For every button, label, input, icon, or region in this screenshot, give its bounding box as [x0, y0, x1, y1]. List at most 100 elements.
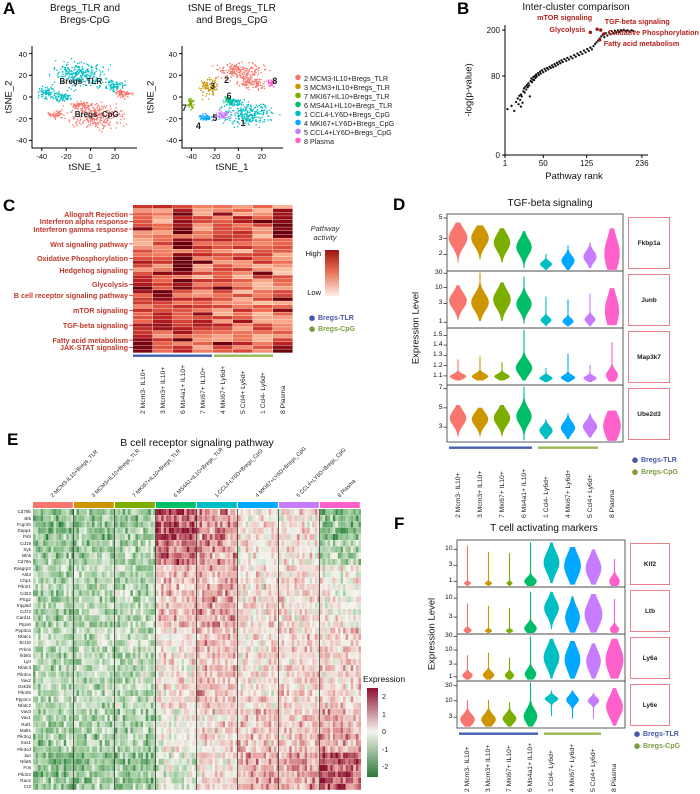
y-tick-label: 0	[22, 93, 27, 102]
tcell-violin-panel: T cell activating markers Expression Lev…	[420, 505, 700, 794]
tsne-grouped-plot: Bregs_TLR and Bregs-CpG tSNE_1 tSNE_2 40…	[0, 0, 163, 196]
y-axis-label: -log(p-value)	[463, 63, 475, 117]
column-label: 3 Mcm3+ IL10+	[159, 366, 167, 414]
y-axis-label: Expression Level	[426, 597, 438, 671]
y-tick-label: -40	[16, 136, 27, 146]
y-tick-label: 10	[444, 594, 453, 602]
legend-item: 4 MKI67+LY6D+Bregs_CpG	[304, 119, 395, 128]
y-tick-label: 3	[438, 234, 443, 242]
legend-tick-label: 2	[382, 694, 386, 701]
gene-label: Nfatc3	[17, 665, 31, 671]
pathway-row-label: B cell receptor signaling pathway	[13, 291, 128, 301]
y-tick-label: 30	[444, 632, 453, 640]
y-tick-label: 0	[495, 150, 500, 160]
gene-label: Nfatc2	[17, 702, 31, 708]
gene-label: Plcg2	[19, 596, 32, 602]
tsne-grouped-plot-canvas	[0, 0, 163, 196]
x-tick-label: 0	[236, 152, 241, 161]
gene-label: Pik3cg	[17, 734, 31, 740]
y-tick-label: 3	[438, 299, 443, 307]
y-tick-label: 3	[448, 660, 453, 668]
gene-label: Ptpn6	[18, 621, 31, 627]
x-tick-label: -40	[185, 152, 197, 161]
column-label: 5 Ccl4+ Ly6d+	[239, 370, 247, 414]
legend-high-label: High	[305, 249, 321, 258]
x-axis-label: Pathway rank	[545, 171, 603, 182]
gene-label: Inpp5d	[16, 602, 31, 608]
tgfb-violin-panel: TGF-beta signaling Expression Level 5 3 2 F…	[392, 196, 700, 526]
group-legend-item: Bregs-CpG	[641, 469, 678, 476]
gene-label: Vav3	[20, 709, 31, 715]
gene-label: Raf1	[21, 721, 31, 727]
y-tick-label: 20	[168, 71, 177, 81]
column-label: 7 Mki67+ IL10+	[199, 367, 207, 414]
column-label: 1 Ccl4- Ly6d+	[259, 372, 267, 414]
legend-tick-label: 1	[382, 711, 386, 719]
gene-label-box: Ly6e	[630, 684, 670, 726]
plot-title: B cell receptor signaling pathway	[120, 437, 274, 449]
group-label: Bregs_TLR	[59, 76, 103, 86]
y-tick-label: 10	[444, 545, 453, 553]
gene-label: Akt3	[21, 571, 31, 577]
pathway-row-label: Glycolysis	[92, 280, 128, 290]
tsne-cluster-legend: 2 MCM3-IL10+Bregs_TLR 3 MCM3+IL10+Bregs_T…	[292, 0, 448, 196]
gene-label-box: Klf2	[630, 543, 670, 585]
y-tick-label: 10	[434, 283, 443, 291]
pathway-row-label: JAK-STAT signaling	[59, 343, 128, 353]
y-tick-label: 30	[444, 681, 453, 689]
gene-label: Pirb	[22, 534, 31, 540]
legend-tick-label: -2	[382, 764, 389, 771]
gene-label: Gsk3b	[17, 684, 31, 690]
y-tick-label: 200	[486, 25, 500, 35]
gene-label: Cd72	[20, 609, 31, 615]
column-label: 6 Ms4a1+ IL10+	[179, 364, 187, 414]
tsne-clusters-plot-canvas	[140, 0, 305, 196]
plot-title: Inter-cluster comparison	[522, 2, 630, 13]
gene-label: Nfat5	[20, 759, 31, 765]
y-tick-label: -20	[166, 114, 177, 124]
legend-tick-label: 0	[382, 729, 386, 736]
legend-item: 1 CCL4-LY6D+Bregs_CpG	[304, 110, 390, 119]
gene-label: Cd79a	[17, 559, 31, 565]
x-cluster-label: 6 Ms4a1+ IL10+	[527, 742, 534, 792]
plot-title: Bregs_TLR and	[49, 3, 121, 14]
gene-label: Lyn	[23, 659, 31, 665]
x-tick-label: -20	[60, 152, 72, 161]
pathway-annotation: mTOR signaling	[537, 13, 593, 23]
y-tick-label: 0	[172, 93, 177, 102]
gene-label-box: Ly6a	[630, 637, 670, 679]
gene-label: Ppp3ca	[15, 627, 31, 633]
y-tick-label: -40	[166, 136, 177, 146]
plot-title-line2: and Bregs_CpG	[196, 15, 268, 26]
pathway-annotation: Oxidative Phosphorylation	[607, 27, 699, 37]
gene-label: Pik3cd	[17, 746, 31, 752]
gene-label: Btk	[24, 515, 31, 521]
cluster-number-label: 1	[240, 117, 246, 128]
gene-label: Cd22	[20, 590, 31, 596]
gene-label: Rasgrp3	[13, 565, 31, 571]
group-legend-item: Bregs-CpG	[643, 743, 680, 750]
gene-label: Syk	[23, 546, 31, 552]
gene-label: Jun	[23, 752, 31, 758]
y-tick-label: 7	[438, 384, 443, 392]
pathway-activity-heatmap-canvas	[0, 196, 448, 442]
y-tick-label: 1.4	[433, 341, 443, 349]
tsne-clusters-plot: tSNE of Bregs_TLR and Bregs_CpG tSNE_1 t…	[140, 0, 305, 196]
gene-label: Dapp1	[17, 528, 31, 534]
y-tick-label: -20	[16, 114, 27, 124]
gene-label: Prkcb	[19, 646, 31, 652]
expression-colorbar	[367, 688, 378, 777]
gene-label: Ikbkb	[20, 652, 31, 658]
group-legend-item: Bregs-CpG	[318, 326, 355, 333]
plot-title: T cell activating markers	[490, 523, 598, 534]
y-tick-label: 3	[448, 713, 453, 721]
column-label: 8 Plasma	[279, 385, 287, 414]
gene-label: Bcl10	[19, 640, 32, 646]
gene-label: Chp1	[20, 578, 31, 583]
x-tick-label: -40	[36, 152, 48, 161]
y-tick-label: 1.5	[433, 331, 443, 339]
y-tick-label: 1	[448, 672, 453, 680]
gene-label-box: Ltb	[630, 590, 670, 632]
pathway-annotation: TGF-beta signaling	[604, 17, 670, 27]
gene-label: Cd19	[20, 540, 31, 546]
